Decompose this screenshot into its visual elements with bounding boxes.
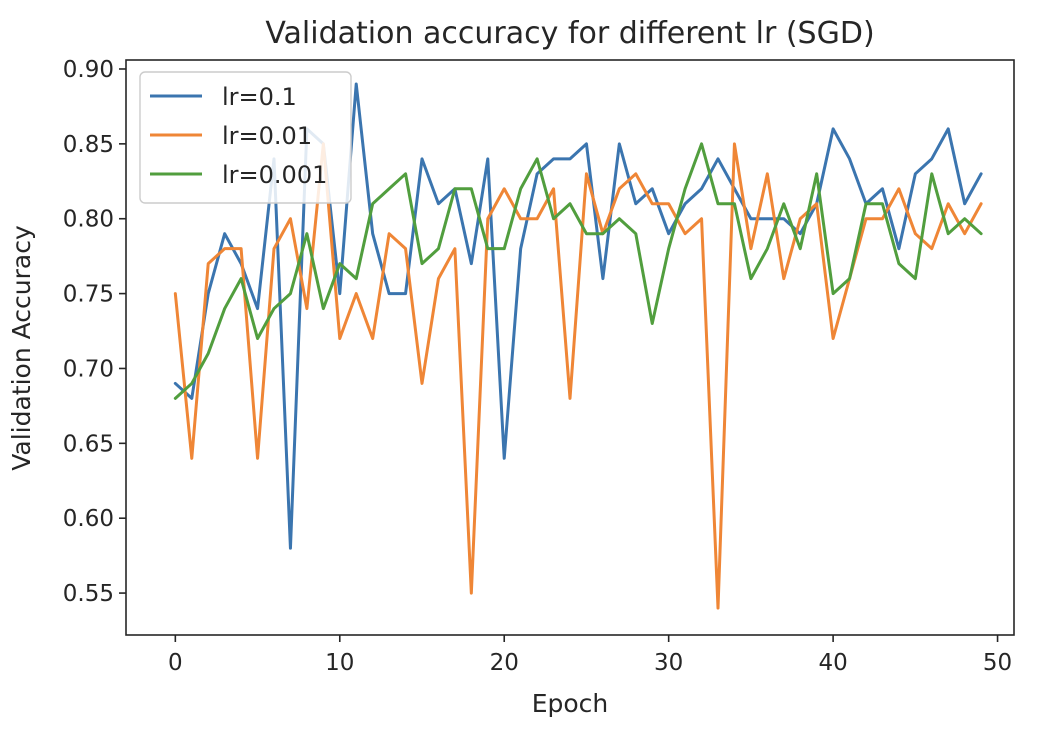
legend-label: lr=0.01	[222, 122, 312, 150]
x-axis-ticks: 0 10 20 30 40 50	[168, 635, 1012, 676]
y-tick-label: 0.75	[63, 282, 114, 308]
x-axis-label: Epoch	[532, 689, 609, 718]
series-line-3	[173, 142, 983, 400]
axes-frame	[125, 59, 1015, 636]
y-tick-label: 0.55	[63, 581, 114, 607]
y-tick-label: 0.80	[63, 207, 114, 233]
series-line-2	[173, 142, 983, 610]
x-tick-label: 20	[490, 650, 519, 676]
legend-label: lr=0.1	[222, 83, 297, 111]
legend-label: lr=0.001	[222, 161, 327, 189]
x-tick-label: 30	[654, 650, 683, 676]
x-tick-label: 0	[168, 650, 183, 676]
y-tick-label: 0.65	[63, 431, 114, 457]
y-tick-label: 0.90	[63, 57, 114, 83]
x-tick-label: 40	[818, 650, 847, 676]
y-tick-label: 0.85	[63, 132, 114, 158]
chart-title: Validation accuracy for different lr (SG…	[265, 16, 874, 51]
legend-box	[139, 71, 352, 204]
legend: lr=0.1 lr=0.01 lr=0.001	[139, 71, 352, 204]
y-tick-label: 0.60	[63, 506, 114, 532]
x-tick-label: 10	[325, 650, 354, 676]
x-tick-label: 50	[983, 650, 1012, 676]
y-axis-ticks: 0.55 0.60 0.65 0.70 0.75 0.80 0.85 0.90	[63, 57, 126, 607]
y-tick-label: 0.70	[63, 356, 114, 382]
y-axis-label: Validation Accuracy	[7, 225, 36, 471]
